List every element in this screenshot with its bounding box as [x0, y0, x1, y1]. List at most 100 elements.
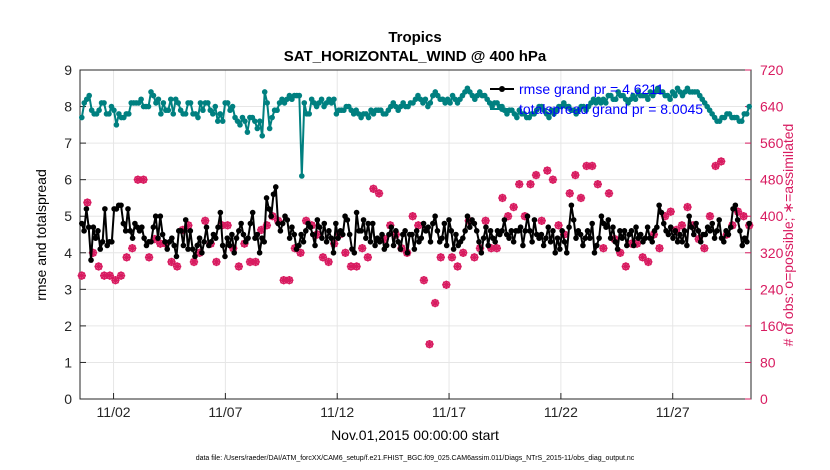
rmse-point — [672, 228, 679, 234]
spread-point — [252, 118, 258, 124]
spread-point — [331, 96, 337, 103]
spread-point — [96, 107, 102, 114]
rmse-point — [78, 220, 85, 227]
rmse-point — [690, 231, 697, 238]
obs-assimilated-marker — [296, 248, 305, 257]
rmse-point — [344, 217, 351, 223]
rmse-point — [566, 224, 572, 230]
rmse-point — [614, 246, 621, 252]
rmse-point — [159, 231, 166, 238]
obs-assimilated-marker — [582, 161, 591, 171]
rmse-point — [383, 242, 390, 249]
rmse-point — [587, 235, 593, 241]
spread-point — [175, 100, 181, 106]
x-tick-label: 11/22 — [544, 404, 578, 420]
rmse-point — [226, 242, 233, 249]
spread-point — [266, 125, 273, 132]
y-tick-label-right: 560 — [760, 135, 784, 151]
obs-assimilated-marker — [559, 230, 569, 239]
rmse-point — [725, 231, 732, 238]
obs-assimilated-marker — [352, 262, 361, 271]
rmse-point — [323, 239, 330, 245]
obs-assimilated-marker — [156, 239, 165, 248]
obs-assimilated-marker — [251, 257, 260, 267]
obs-assimilated-marker — [105, 271, 115, 280]
y-tick-label-left: 3 — [64, 281, 72, 297]
rmse-point — [563, 249, 570, 256]
rmse-point — [109, 239, 115, 245]
obs-assimilated-marker — [716, 157, 726, 166]
obs-assimilated-marker — [565, 189, 574, 198]
obs-assimilated-marker — [122, 253, 131, 262]
rmse-point — [510, 239, 517, 245]
obs-assimilated-marker — [576, 193, 586, 203]
rmse-point — [681, 228, 688, 234]
rmse-point — [478, 249, 485, 256]
rmse-point — [413, 228, 420, 234]
rmse-point — [434, 228, 441, 234]
rmse-point — [182, 217, 189, 223]
legend: rmse grand pr = 4.6211 totalspread grand… — [490, 81, 703, 117]
rmse-point — [194, 242, 201, 249]
legend-marker-rmse — [499, 86, 505, 92]
rmse-point — [196, 235, 203, 241]
rmse-point — [102, 206, 108, 212]
spread-point — [219, 118, 226, 124]
rmse-point — [684, 242, 690, 249]
rmse-point — [529, 239, 535, 245]
y-tick-label-left: 8 — [64, 99, 72, 115]
rmse-point — [386, 231, 392, 238]
rmse-point — [365, 220, 371, 227]
obs-assimilated-marker — [498, 193, 507, 203]
rmse-point — [148, 239, 154, 245]
rmse-point — [129, 235, 136, 241]
spread-point — [182, 111, 189, 117]
spread-point — [254, 125, 261, 132]
rmse-point — [621, 228, 628, 234]
rmse-point — [628, 228, 635, 234]
rmse-point — [201, 239, 207, 245]
spread-point — [667, 96, 673, 103]
rmse-point — [256, 249, 263, 256]
rmse-point — [520, 242, 526, 249]
rmse-point — [369, 220, 376, 227]
spread-point — [125, 111, 132, 117]
rmse-point — [693, 220, 699, 227]
obs-assimilated-marker — [88, 248, 98, 257]
obs-assimilated-marker — [442, 280, 451, 289]
rmse-point — [612, 239, 619, 245]
rmse-point — [229, 231, 235, 238]
obs-assimilated-marker — [526, 180, 535, 189]
spread-point — [150, 92, 157, 99]
rmse-point — [351, 249, 358, 256]
y-tick-label-left: 0 — [64, 391, 72, 407]
spread-point — [274, 107, 280, 114]
rmse-point — [744, 239, 750, 245]
obs-assimilated-marker — [666, 207, 675, 216]
rmse-point — [677, 231, 683, 238]
rmse-point — [471, 220, 478, 227]
rmse-point — [339, 231, 346, 238]
rmse-point — [658, 209, 665, 216]
rmse-point — [157, 213, 164, 220]
obs-assimilated-marker — [100, 271, 109, 280]
obs-assimilated-marker — [262, 221, 272, 230]
rmse-point — [203, 224, 210, 230]
spread-point — [86, 92, 93, 99]
rmse-point — [473, 228, 480, 234]
rmse-point — [222, 253, 228, 260]
rmse-point — [395, 239, 401, 245]
obs-assimilated-marker — [363, 253, 373, 262]
rmse-point — [476, 239, 482, 245]
legend-entry-spread: totalspread grand pr = 8.0045 — [519, 101, 703, 117]
rmse-point — [667, 224, 674, 230]
spread-point — [195, 114, 201, 121]
spread-point — [212, 103, 219, 110]
obs-assimilated-marker — [481, 216, 490, 225]
obs-assimilated-marker — [184, 221, 193, 230]
rmse-point — [508, 228, 515, 234]
spread-point — [645, 96, 651, 103]
rmse-point — [236, 228, 242, 234]
spread-point — [167, 96, 174, 103]
obs-assimilated-marker — [627, 239, 636, 248]
